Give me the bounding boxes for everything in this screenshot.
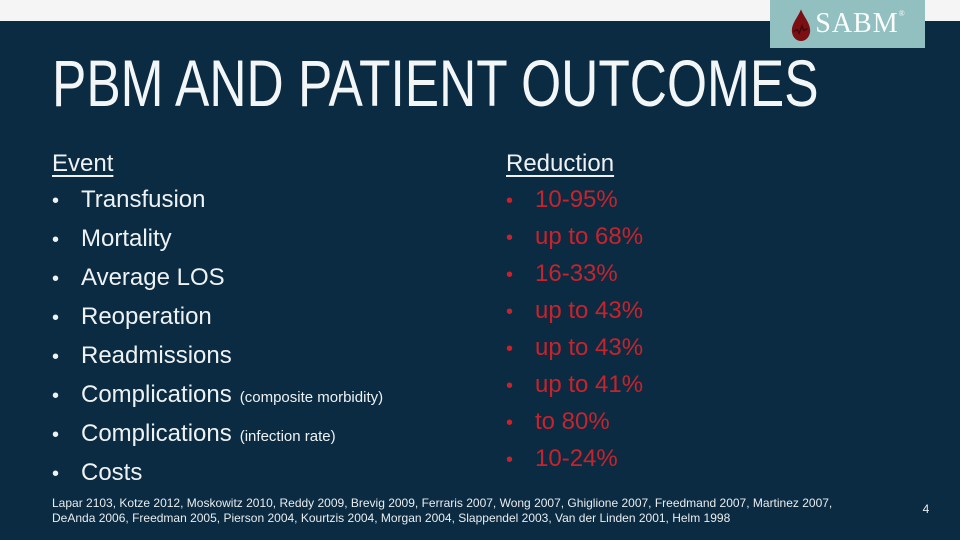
- item-label: up to 43%: [535, 334, 644, 361]
- bullet-icon: •: [52, 346, 60, 368]
- list-item: • Readmissions: [52, 338, 502, 377]
- list-item: • Reoperation: [52, 299, 502, 338]
- bullet-icon: •: [506, 412, 514, 434]
- item-label: Reoperation: [81, 303, 212, 330]
- list-item: • up to 68%: [506, 219, 926, 256]
- bullet-icon: •: [506, 375, 514, 397]
- item-label: 10-24%: [535, 445, 618, 472]
- item-label: to 80%: [535, 408, 610, 435]
- item-label: Readmissions: [81, 342, 232, 369]
- list-item: • Costs: [52, 455, 502, 494]
- slide-title: PBM AND PATIENT OUTCOMES: [52, 46, 819, 120]
- list-item: • 16-33%: [506, 256, 926, 293]
- reduction-list: • 10-95% • up to 68% • 16-33% • up to 43% • u…: [506, 182, 926, 478]
- item-label: up to 43%: [535, 297, 644, 324]
- bullet-icon: •: [506, 264, 514, 286]
- citation-footer: Lapar 2103, Kotze 2012, Moskowitz 2010, …: [52, 496, 832, 526]
- bullet-icon: •: [506, 301, 514, 323]
- bullet-icon: •: [52, 190, 60, 212]
- list-item: • up to 43%: [506, 330, 926, 367]
- item-label: up to 68%: [535, 223, 644, 250]
- item-note: (infection rate): [239, 428, 336, 445]
- reduction-heading: Reduction: [506, 150, 615, 177]
- item-label: Average LOS: [81, 264, 225, 291]
- event-column: Event • Transfusion • Mortality • Average L…: [52, 146, 502, 494]
- bullet-icon: •: [52, 229, 60, 251]
- sabm-logo: SABM ®: [770, 0, 925, 48]
- item-label: Costs: [81, 459, 143, 486]
- list-item: • Complications (infection rate): [52, 416, 502, 455]
- bullet-icon: •: [52, 424, 60, 446]
- item-label: up to 41%: [535, 371, 644, 398]
- bullet-icon: •: [506, 190, 514, 212]
- bullet-icon: •: [506, 227, 514, 249]
- bullet-icon: •: [52, 307, 60, 329]
- list-item: • up to 43%: [506, 293, 926, 330]
- item-label: 10-95%: [535, 186, 618, 213]
- citation-line-2: DeAnda 2006, Freedman 2005, Pierson 2004…: [52, 511, 731, 525]
- reduction-column: Reduction • 10-95% • up to 68% • 16-33% • up…: [506, 146, 926, 478]
- list-item: • Mortality: [52, 221, 502, 260]
- item-label: Transfusion: [81, 186, 206, 213]
- list-item: • Transfusion: [52, 182, 502, 221]
- event-list: • Transfusion • Mortality • Average LOS • Re…: [52, 182, 502, 494]
- top-accent-strip: [0, 0, 960, 21]
- registered-trademark-symbol: ®: [898, 9, 905, 18]
- blood-drop-icon: [792, 9, 811, 42]
- item-label: Mortality: [81, 225, 172, 252]
- list-item: • 10-95%: [506, 182, 926, 219]
- citation-line-1: Lapar 2103, Kotze 2012, Moskowitz 2010, …: [52, 496, 833, 510]
- item-label: Complications: [81, 381, 232, 408]
- item-label: Complications: [81, 420, 232, 447]
- item-label: 16-33%: [535, 260, 618, 287]
- list-item: • Complications (composite morbidity): [52, 377, 502, 416]
- bullet-icon: •: [52, 463, 60, 485]
- list-item: • Average LOS: [52, 260, 502, 299]
- list-item: • to 80%: [506, 404, 926, 441]
- logo-text: SABM: [815, 8, 899, 39]
- list-item: • 10-24%: [506, 441, 926, 478]
- event-heading: Event: [52, 150, 114, 177]
- bullet-icon: •: [52, 268, 60, 290]
- bullet-icon: •: [506, 449, 514, 471]
- bullet-icon: •: [52, 385, 60, 407]
- page-number: 4: [922, 502, 930, 516]
- bullet-icon: •: [506, 338, 514, 360]
- list-item: • up to 41%: [506, 367, 926, 404]
- item-note: (composite morbidity): [239, 389, 384, 406]
